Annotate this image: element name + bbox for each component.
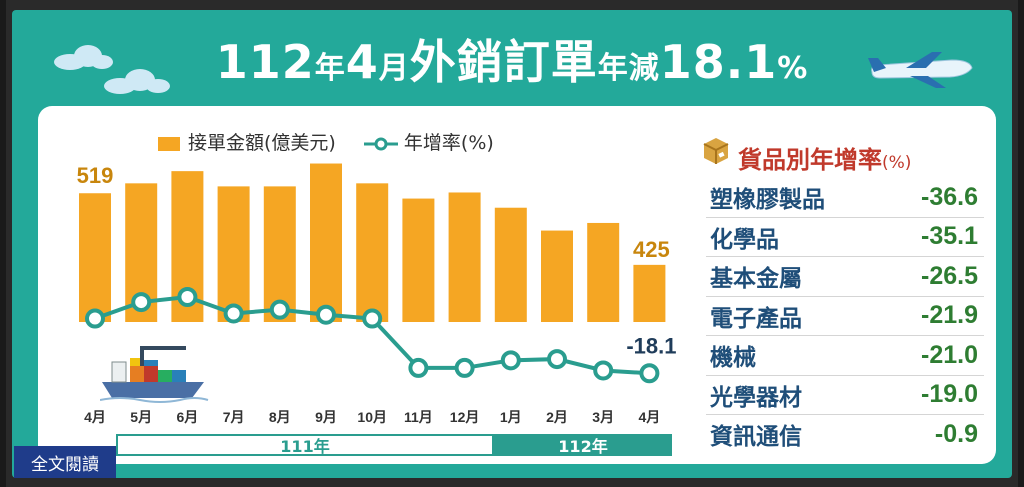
line-point — [177, 287, 198, 307]
line-point — [500, 350, 521, 371]
category-growth-table: 塑橡膠製品 -36.6 化學品 -35.1 基本金屬 -26.5 電子產品 -21.9 機械 -2… — [706, 178, 984, 454]
bar — [217, 186, 250, 322]
category-growth-title: 貨品別年增率(%) — [738, 146, 912, 174]
legend-bar-label: 接單金額(億美元) — [188, 132, 336, 154]
category-value: -21.0 — [921, 340, 978, 369]
category-row: 基本金屬 -26.5 — [706, 257, 984, 297]
x-tick-label: 9月 — [315, 409, 337, 425]
line-point — [316, 304, 336, 325]
bar — [402, 198, 435, 322]
category-value: -19.0 — [921, 380, 978, 409]
line-point — [547, 349, 567, 370]
cloud-icon — [54, 45, 113, 70]
line-data-label: -18.1 — [626, 333, 676, 358]
bar-legend-swatch — [158, 136, 180, 151]
x-tick-label: 12月 — [450, 409, 480, 425]
airplane-icon — [868, 52, 973, 88]
bar — [541, 230, 573, 322]
x-tick-label: 7月 — [223, 409, 245, 425]
category-row: 光學器材 -19.0 — [706, 376, 984, 415]
category-row: 電子產品 -21.9 — [706, 297, 984, 336]
category-row: 化學品 -35.1 — [706, 218, 984, 257]
x-tick-label: 5月 — [130, 409, 152, 425]
line-legend-swatch — [363, 132, 398, 154]
x-tick-label: 4月 — [639, 409, 661, 425]
line-point — [593, 360, 614, 381]
bar — [448, 192, 481, 322]
category-name: 機械 — [710, 345, 756, 372]
category-name: 資訊通信 — [710, 424, 802, 451]
x-tick-label: 2月 — [546, 409, 568, 425]
package-icon — [703, 138, 729, 164]
x-tick-label: 1月 — [500, 409, 522, 425]
bar — [263, 186, 296, 322]
bar — [494, 207, 527, 322]
x-tick-label: 11月 — [404, 409, 433, 425]
line-point — [269, 299, 290, 320]
category-name: 化學品 — [710, 226, 779, 253]
category-name: 光學器材 — [710, 384, 802, 411]
category-value: -0.9 — [934, 419, 978, 448]
bar-data-label: 425 — [633, 237, 670, 262]
line-point — [362, 308, 383, 329]
x-tick-label: 8月 — [269, 409, 291, 425]
x-tick-label: 6月 — [177, 409, 199, 425]
line-point — [223, 303, 244, 324]
x-tick-label: 10月 — [357, 409, 387, 425]
read-full-text-button[interactable]: 全文閱讀 — [14, 446, 116, 478]
x-tick-label: 4月 — [84, 409, 106, 425]
line-point — [639, 363, 660, 384]
chart-legend: 接單金額(億美元) 年增率(%) — [158, 128, 494, 155]
category-name: 電子產品 — [710, 305, 802, 332]
cloud-icon — [104, 69, 170, 94]
category-row: 機械 -21.0 — [706, 336, 984, 376]
x-tick-label: 3月 — [592, 409, 614, 425]
line-point — [408, 357, 429, 378]
line-point — [85, 308, 105, 329]
bar-data-label: 519 — [77, 163, 114, 188]
bar — [310, 163, 342, 322]
category-row: 塑橡膠製品 -36.6 — [706, 178, 984, 218]
legend-line-label: 年增率(%) — [403, 132, 494, 154]
bar — [587, 222, 620, 322]
category-name: 基本金屬 — [710, 266, 802, 293]
year-group-111: 111年 — [116, 434, 494, 456]
line-point — [131, 292, 152, 313]
category-name: 塑橡膠製品 — [710, 187, 825, 214]
category-value: -21.9 — [921, 301, 978, 330]
bar — [356, 183, 389, 322]
year-group-112: 112年 — [494, 434, 672, 456]
category-row: 資訊通信 -0.9 — [706, 415, 984, 454]
bar — [79, 193, 111, 322]
page-title: 112年4月外銷訂單年減18.1% — [215, 35, 809, 89]
cargo-ship-icon — [100, 346, 209, 403]
category-value: -26.5 — [921, 261, 978, 290]
line-point — [454, 357, 475, 378]
category-value: -35.1 — [921, 222, 978, 251]
bar — [633, 264, 666, 322]
category-value: -36.6 — [921, 182, 978, 211]
